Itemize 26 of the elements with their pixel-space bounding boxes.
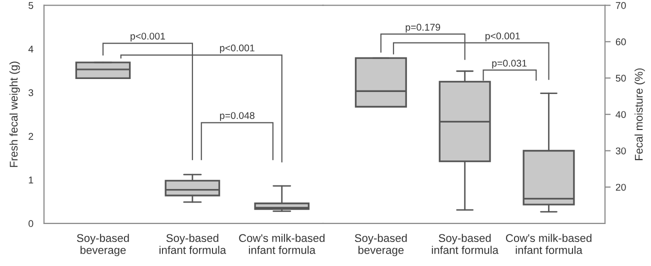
y-tick-label: 2: [28, 132, 34, 140]
y2-tick-label: 60: [616, 38, 626, 46]
x-tick-label: Soy-based infant formula: [432, 234, 498, 254]
y-axis-title: Fresh fecal weight (g): [9, 62, 20, 167]
y-tick-label: 1: [28, 176, 34, 184]
y2-tick-label: 20: [616, 184, 626, 191]
annotation: p<0.001: [220, 44, 254, 54]
x-tick-label: Cow's milk-based infant formula: [239, 234, 325, 254]
y2-tick-label: 50: [616, 74, 626, 82]
annotation: p=0.031: [492, 60, 527, 69]
x-tick-label: Soy-based infant formula: [160, 234, 226, 254]
annotation: p<0.001: [486, 32, 520, 42]
y2-axis-title: Fecal moisture (%): [634, 68, 645, 160]
y-tick-label: 0: [28, 220, 34, 228]
x-tick-label: Cow's milk-based infant formula: [506, 234, 592, 254]
x-tick-label: Soy-based beverage: [354, 234, 407, 256]
y2-tick-label: 70: [616, 2, 626, 9]
y2-tick-label: 40: [616, 111, 626, 118]
y2-tick-label: 30: [616, 147, 626, 154]
annotation: p=0.048: [220, 112, 254, 121]
y-tick-label: 3: [28, 89, 34, 96]
x-tick-label: Soy-based beverage: [76, 234, 129, 256]
annotation: p=0.179: [406, 24, 440, 33]
annotation: p<0.001: [130, 32, 165, 42]
y-tick-label: 5: [28, 2, 34, 9]
y-tick-label: 4: [28, 46, 34, 52]
